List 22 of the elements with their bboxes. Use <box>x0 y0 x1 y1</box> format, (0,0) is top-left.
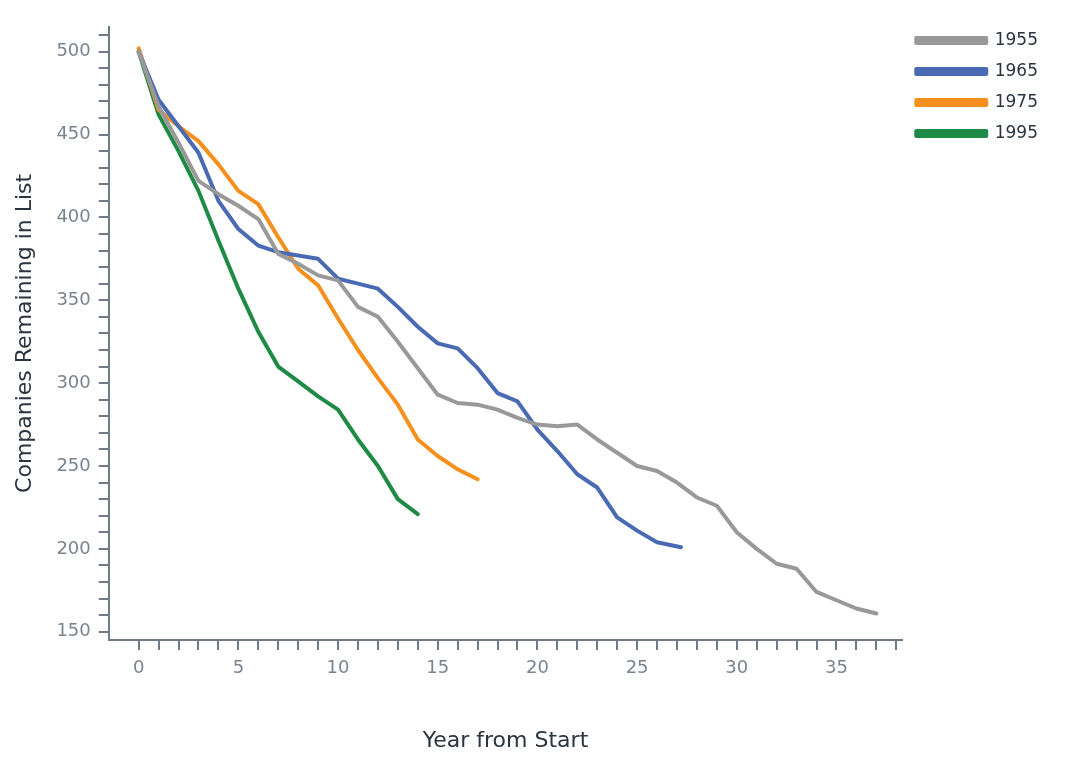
y-tick-label: 450 <box>56 122 91 144</box>
y-tick-label: 400 <box>56 205 91 227</box>
x-tick-label: 10 <box>326 656 350 678</box>
y-tick-label: 300 <box>56 370 91 392</box>
x-tick-label: 0 <box>132 656 145 678</box>
y-tick-label: 200 <box>56 536 91 558</box>
x-tick-label: 5 <box>232 656 245 678</box>
y-tick-label: 150 <box>56 619 91 641</box>
legend-label: 1975 <box>994 90 1038 111</box>
y-tick-label: 500 <box>56 39 91 61</box>
y-tick-label: 350 <box>56 287 91 309</box>
x-tick-label: 25 <box>625 656 649 678</box>
x-tick-label: 35 <box>824 656 848 678</box>
legend-label: 1955 <box>994 28 1038 49</box>
y-tick-label: 250 <box>56 453 91 475</box>
legend-label: 1965 <box>994 59 1038 80</box>
legend-label: 1995 <box>994 121 1038 142</box>
x-tick-label: 15 <box>426 656 450 678</box>
y-axis-title: Companies Remaining in List <box>10 173 36 493</box>
x-tick-label: 30 <box>725 656 749 678</box>
x-axis-title: Year from Start <box>421 726 589 752</box>
x-tick-label: 20 <box>525 656 549 678</box>
